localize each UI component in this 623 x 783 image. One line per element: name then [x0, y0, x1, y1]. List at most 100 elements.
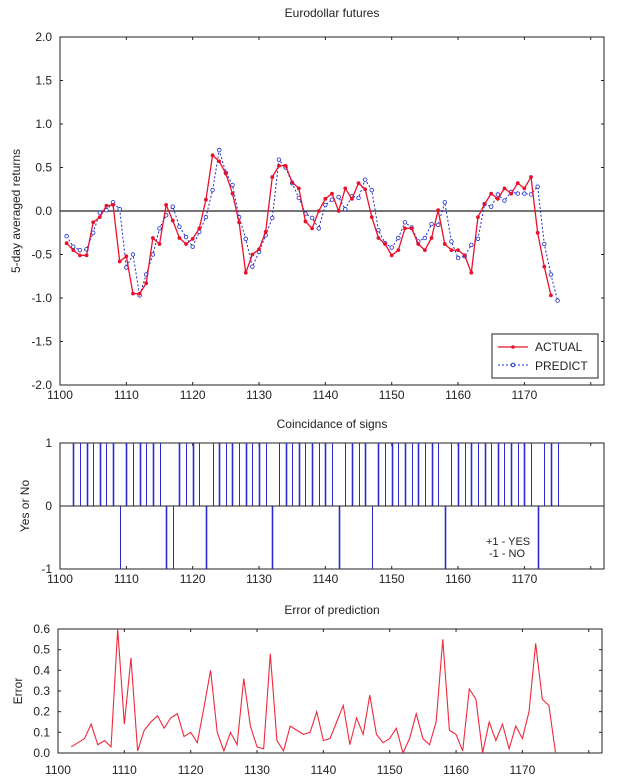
- actual-point: [535, 230, 540, 235]
- y-tick-label: -1.0: [31, 291, 52, 305]
- actual-point: [131, 291, 135, 296]
- predict-point: [376, 227, 381, 233]
- x-tick-label: 1100: [47, 572, 73, 586]
- x-tick-label: 1140: [312, 572, 338, 586]
- predict-point: [316, 226, 321, 231]
- actual-point: [303, 219, 308, 224]
- predict-point: [203, 214, 209, 220]
- predict-point: [475, 236, 481, 242]
- predict-point: [323, 202, 328, 208]
- actual-point: [177, 236, 182, 240]
- y-tick-label: 2.0: [35, 30, 52, 44]
- y-tick-label: 0.1: [33, 725, 50, 739]
- error-line: [70, 628, 557, 755]
- predict-point: [77, 247, 83, 253]
- y-tick-label: 0.3: [33, 684, 50, 698]
- y-tick-label: 0.4: [33, 663, 50, 677]
- plot-area: 1100 1110 1120 1130 1140 1150 1160 1170 0.0 0.1 0.…: [33, 622, 603, 777]
- legend-actual-marker: [511, 345, 515, 349]
- actual-point: [509, 191, 514, 196]
- predict-point: [429, 221, 434, 227]
- actual-point: [396, 248, 401, 253]
- y-tick-label: -2.0: [31, 378, 52, 392]
- y-tick-label: 0.5: [33, 643, 50, 657]
- predict-point: [230, 182, 235, 188]
- predict-point: [469, 242, 474, 248]
- actual-point: [64, 241, 69, 246]
- y-tick-label: 1.5: [35, 74, 52, 88]
- predict-point: [362, 177, 368, 182]
- predict-point: [542, 241, 547, 247]
- predict-point: [548, 272, 554, 277]
- predict-point: [217, 147, 222, 153]
- legend-predict-marker: [510, 362, 516, 368]
- x-tick-label: 1170: [511, 572, 537, 586]
- y-tick-label: 0.6: [33, 622, 50, 636]
- actual-point: [456, 248, 460, 253]
- x-tick-label: 1130: [246, 388, 272, 402]
- actual-point: [124, 254, 129, 259]
- x-tick-label: 1160: [445, 388, 471, 402]
- predict-point: [309, 215, 315, 221]
- actual-point: [502, 186, 507, 191]
- actual-point: [549, 293, 553, 298]
- predict-point: [117, 207, 122, 212]
- actual-point: [210, 153, 215, 158]
- predict-point: [535, 184, 540, 189]
- legend: ACTUAL PREDICT: [491, 333, 599, 379]
- predict-point: [396, 235, 401, 241]
- predict-point: [422, 235, 428, 241]
- actual-point: [237, 220, 242, 225]
- chart-title: Coincidance of signs: [277, 417, 388, 431]
- x-tick-label: 1150: [379, 572, 405, 586]
- x-tick-label: 1140: [312, 388, 338, 402]
- x-tick-label: 1110: [114, 388, 139, 402]
- annotation-no: -1 - NO: [489, 548, 526, 560]
- actual-point: [104, 203, 109, 208]
- actual-point: [350, 196, 354, 201]
- y-tick-label: 0.5: [35, 161, 52, 175]
- y-tick-label: -0.5: [31, 248, 52, 262]
- actual-point: [283, 163, 288, 168]
- actual-point: [343, 186, 348, 191]
- actual-point: [336, 209, 341, 213]
- actual-point: [137, 291, 142, 296]
- actual-point: [429, 236, 434, 240]
- x-tick-label: 1170: [509, 763, 535, 777]
- x-tick-label: 1100: [45, 763, 71, 777]
- predict-point: [522, 191, 527, 196]
- actual-point: [363, 187, 368, 192]
- predict-point: [150, 252, 156, 257]
- actual-point: [164, 203, 169, 207]
- signs-chart: Coincidance of signs Yes or No 1100 1110 1…: [18, 417, 605, 586]
- actual-point: [462, 253, 467, 258]
- actual-point: [522, 186, 527, 191]
- actual-point: [356, 181, 361, 186]
- x-tick-label: 1120: [180, 572, 206, 586]
- actual-point: [369, 215, 374, 219]
- actual-point: [78, 253, 82, 258]
- x-tick-label: 1160: [443, 763, 469, 777]
- actual-point: [170, 218, 175, 223]
- chart-title: Error of prediction: [284, 603, 379, 617]
- actual-point: [197, 226, 202, 231]
- actual-point: [270, 175, 275, 179]
- actual-point: [469, 270, 474, 275]
- predict-point: [502, 198, 507, 203]
- predict-point: [190, 244, 195, 249]
- predict-point: [389, 245, 394, 250]
- plot-area: 1100 1110 1120 1130 1140 1150 1160 1170 -2.0 -1.5…: [31, 30, 605, 402]
- predict-point: [356, 195, 361, 201]
- actual-point: [409, 226, 414, 231]
- x-tick-label: 1120: [180, 388, 206, 402]
- predict-point: [243, 236, 248, 242]
- actual-point: [230, 191, 235, 196]
- predict-point: [449, 239, 454, 244]
- actual-point: [97, 215, 102, 219]
- y-tick-label: 0.0: [35, 204, 52, 218]
- actual-point: [310, 226, 314, 231]
- actual-point: [515, 181, 520, 186]
- actual-point: [296, 186, 301, 191]
- chart-title: Eurodollar futures: [285, 6, 380, 20]
